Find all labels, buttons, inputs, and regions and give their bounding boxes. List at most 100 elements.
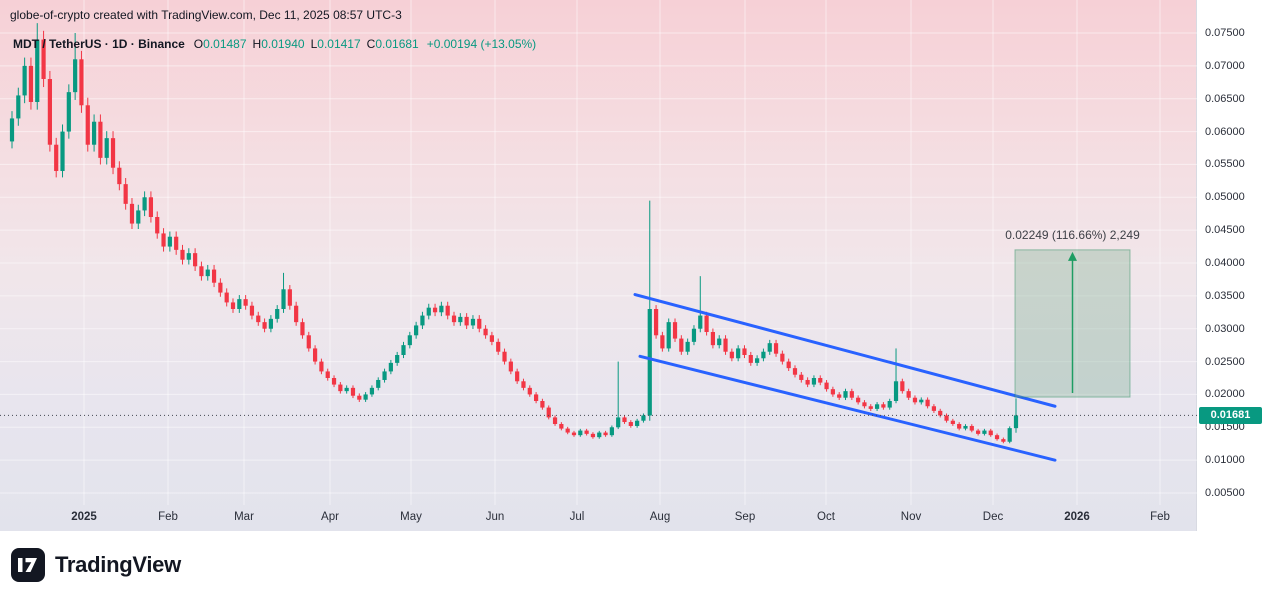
channel-trendline[interactable] — [633, 293, 1057, 408]
price-tick-label: 0.03000 — [1205, 322, 1245, 335]
time-scale[interactable]: 2025 Feb Mar Apr May Jun Jul Aug Sep Oct Nov Dec 202… — [0, 505, 1197, 531]
candle — [1007, 428, 1012, 442]
time-tick-label: Nov — [900, 511, 922, 523]
candle — [47, 79, 52, 145]
time-tick-label: Oct — [817, 511, 835, 523]
price-tick-label: 0.05500 — [1205, 158, 1245, 171]
candle — [407, 335, 412, 346]
candle — [578, 430, 583, 436]
time-tick-label: Sep — [734, 511, 756, 523]
channel-trendline[interactable] — [638, 354, 1057, 462]
candle — [477, 318, 482, 329]
candle — [653, 309, 659, 336]
candles-layer — [9, 23, 1019, 444]
candle — [893, 381, 899, 401]
candle — [281, 289, 286, 309]
price-tick-label: 0.06000 — [1205, 125, 1245, 138]
price-tick-label: 0.00500 — [1205, 487, 1245, 499]
candle — [635, 420, 640, 426]
candle — [432, 307, 438, 313]
legend-low-value: 0.01417 — [317, 37, 361, 51]
candle — [117, 167, 122, 185]
candle — [287, 289, 292, 306]
candle — [395, 355, 400, 363]
symbol-legend[interactable]: MDT / TetherUS · 1D · Binance O 0.01487 H… — [13, 37, 536, 51]
candle — [552, 417, 558, 424]
candle — [559, 424, 564, 429]
candle — [736, 348, 741, 359]
legend-open-label: O — [193, 37, 204, 51]
candle — [849, 391, 854, 398]
candle — [489, 335, 494, 342]
candle — [174, 236, 179, 250]
candle — [811, 378, 817, 385]
candle — [104, 138, 109, 158]
candle — [742, 348, 747, 355]
legend-close-label: C — [366, 37, 376, 51]
candle — [312, 348, 318, 362]
candle — [755, 358, 760, 363]
legend-high-value: 0.01940 — [261, 37, 305, 51]
candle — [464, 316, 469, 326]
time-tick-label: Mar — [234, 511, 254, 523]
candle — [136, 210, 141, 224]
price-tick-label: 0.02000 — [1205, 388, 1245, 401]
price-tick-label: 0.06500 — [1205, 92, 1245, 105]
time-tick-label: May — [400, 511, 422, 523]
candle — [546, 407, 551, 418]
candle — [584, 430, 589, 434]
candle — [142, 197, 147, 211]
legend-open-value: 0.01487 — [203, 37, 247, 51]
candlestick-chart[interactable] — [0, 0, 1197, 531]
candle — [691, 328, 697, 342]
candle — [508, 361, 513, 372]
candle — [641, 415, 646, 421]
last-price-badge[interactable]: 0.01681 — [1199, 406, 1262, 424]
candle — [325, 371, 330, 378]
candle — [710, 332, 716, 346]
candle — [900, 381, 905, 392]
price-tick-label: 0.01500 — [1205, 421, 1245, 434]
price-scale[interactable]: 0.07500 0.07000 0.06500 0.06000 0.05500 0.050… — [1198, 0, 1280, 531]
time-tick-label: 2026 — [1064, 511, 1090, 523]
candle — [161, 233, 166, 247]
candle — [256, 315, 261, 323]
candle — [338, 384, 343, 392]
candle — [73, 59, 78, 93]
candle — [994, 435, 1000, 440]
chart-plot-area[interactable] — [0, 0, 1197, 531]
candle — [912, 397, 918, 403]
candle — [969, 425, 974, 431]
candle — [647, 309, 652, 416]
candle — [41, 39, 46, 79]
candle — [243, 299, 248, 306]
candle — [426, 307, 431, 316]
price-tick-label: 0.07500 — [1205, 27, 1245, 39]
candle — [748, 355, 753, 363]
candle — [401, 345, 406, 355]
candle — [515, 371, 520, 382]
candle — [369, 387, 375, 395]
candle — [672, 322, 678, 339]
candle — [186, 253, 191, 260]
candle — [193, 253, 198, 267]
symbol-title: MDT / TetherUS · 1D · Binance — [13, 37, 185, 51]
footer-bar: TradingView — [0, 532, 1280, 597]
candle — [1001, 439, 1006, 442]
tradingview-logo[interactable]: TradingView — [10, 547, 181, 583]
legend-close-value: 0.01681 — [375, 37, 419, 51]
price-tick-label: 0.03500 — [1205, 289, 1245, 302]
candle — [527, 387, 532, 395]
candle — [938, 410, 943, 416]
candle — [66, 92, 71, 132]
legend-high-label: H — [252, 37, 262, 51]
candle — [167, 236, 172, 247]
candle — [761, 351, 766, 359]
candle — [780, 353, 785, 362]
price-tick-label: 0.04000 — [1205, 257, 1245, 269]
candle — [679, 338, 684, 352]
candle — [129, 203, 135, 224]
candle — [110, 138, 116, 168]
candle — [275, 309, 280, 319]
candle — [237, 299, 242, 309]
